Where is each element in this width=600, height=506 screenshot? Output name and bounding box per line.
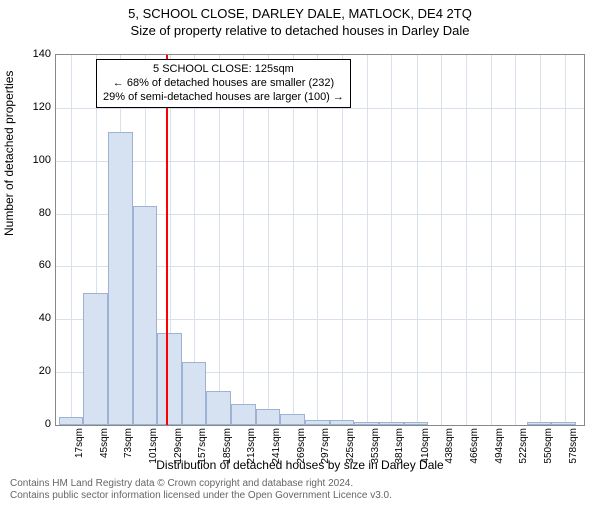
grid-line-v xyxy=(417,55,418,425)
histogram-bar xyxy=(206,391,231,425)
histogram-bar xyxy=(527,422,552,425)
grid-line-v xyxy=(391,55,392,425)
x-tick-label: 353sqm xyxy=(370,428,381,464)
grid-line-v xyxy=(317,55,318,425)
grid-line-v xyxy=(466,55,467,425)
x-tick-label: 45sqm xyxy=(99,428,110,458)
x-tick-label: 381sqm xyxy=(394,428,405,464)
x-tick-label: 325sqm xyxy=(345,428,356,464)
x-tick-label: 494sqm xyxy=(494,428,505,464)
histogram-bar xyxy=(551,422,576,425)
annotation-line: 5 SCHOOL CLOSE: 125sqm xyxy=(103,63,344,77)
x-tick-label: 157sqm xyxy=(197,428,208,464)
histogram-bar xyxy=(157,333,182,426)
grid-line-v xyxy=(342,55,343,425)
grid-line-v xyxy=(491,55,492,425)
x-tick-label: 213sqm xyxy=(246,428,257,464)
x-tick-label: 550sqm xyxy=(543,428,554,464)
histogram-bar xyxy=(231,404,256,425)
histogram-bar xyxy=(83,293,108,425)
footer-attribution: Contains HM Land Registry data © Crown c… xyxy=(10,478,392,502)
grid-line-v xyxy=(293,55,294,425)
grid-line-v xyxy=(367,55,368,425)
x-tick-label: 73sqm xyxy=(123,428,134,458)
histogram-bar xyxy=(108,132,133,425)
plot-area: 5 SCHOOL CLOSE: 125sqm← 68% of detached … xyxy=(55,54,585,426)
histogram-bar xyxy=(379,422,404,425)
y-tick-label: 140 xyxy=(11,48,51,60)
chart-title-main: 5, SCHOOL CLOSE, DARLEY DALE, MATLOCK, D… xyxy=(0,6,600,21)
histogram-bar xyxy=(182,362,207,425)
grid-line-v xyxy=(268,55,269,425)
y-tick-label: 80 xyxy=(11,207,51,219)
annotation-line: 29% of semi-detached houses are larger (… xyxy=(103,91,344,105)
histogram-bar xyxy=(354,422,379,425)
x-tick-label: 129sqm xyxy=(173,428,184,464)
x-tick-label: 466sqm xyxy=(469,428,480,464)
grid-line-v xyxy=(565,55,566,425)
x-tick-label: 522sqm xyxy=(518,428,529,464)
y-tick-label: 20 xyxy=(11,365,51,377)
grid-line-v xyxy=(71,55,72,425)
histogram-bar xyxy=(330,420,355,425)
x-tick-label: 269sqm xyxy=(296,428,307,464)
x-tick-label: 241sqm xyxy=(271,428,282,464)
x-tick-label: 578sqm xyxy=(568,428,579,464)
annotation-box: 5 SCHOOL CLOSE: 125sqm← 68% of detached … xyxy=(96,59,351,108)
y-tick-label: 60 xyxy=(11,259,51,271)
x-tick-label: 17sqm xyxy=(74,428,85,458)
y-tick-label: 100 xyxy=(11,154,51,166)
footer-line-1: Contains HM Land Registry data © Crown c… xyxy=(10,478,392,490)
reference-line xyxy=(166,55,168,425)
grid-line-v xyxy=(515,55,516,425)
grid-line-v xyxy=(540,55,541,425)
y-tick-label: 0 xyxy=(11,418,51,430)
histogram-bar xyxy=(133,206,158,425)
annotation-line: ← 68% of detached houses are smaller (23… xyxy=(103,77,344,91)
histogram-bar xyxy=(59,417,84,425)
x-tick-label: 185sqm xyxy=(222,428,233,464)
y-tick-label: 120 xyxy=(11,101,51,113)
histogram-bar xyxy=(280,414,305,425)
grid-line-v xyxy=(219,55,220,425)
histogram-bar xyxy=(256,409,281,425)
x-tick-label: 410sqm xyxy=(420,428,431,464)
x-tick-label: 438sqm xyxy=(444,428,455,464)
grid-line-v xyxy=(243,55,244,425)
grid-line-h xyxy=(56,161,584,162)
histogram-bar xyxy=(305,420,330,425)
grid-line-v xyxy=(441,55,442,425)
y-tick-label: 40 xyxy=(11,312,51,324)
chart-title-sub: Size of property relative to detached ho… xyxy=(0,23,600,38)
x-tick-label: 297sqm xyxy=(320,428,331,464)
x-tick-label: 101sqm xyxy=(148,428,159,464)
histogram-bar xyxy=(404,422,429,425)
footer-line-2: Contains public sector information licen… xyxy=(10,490,392,502)
